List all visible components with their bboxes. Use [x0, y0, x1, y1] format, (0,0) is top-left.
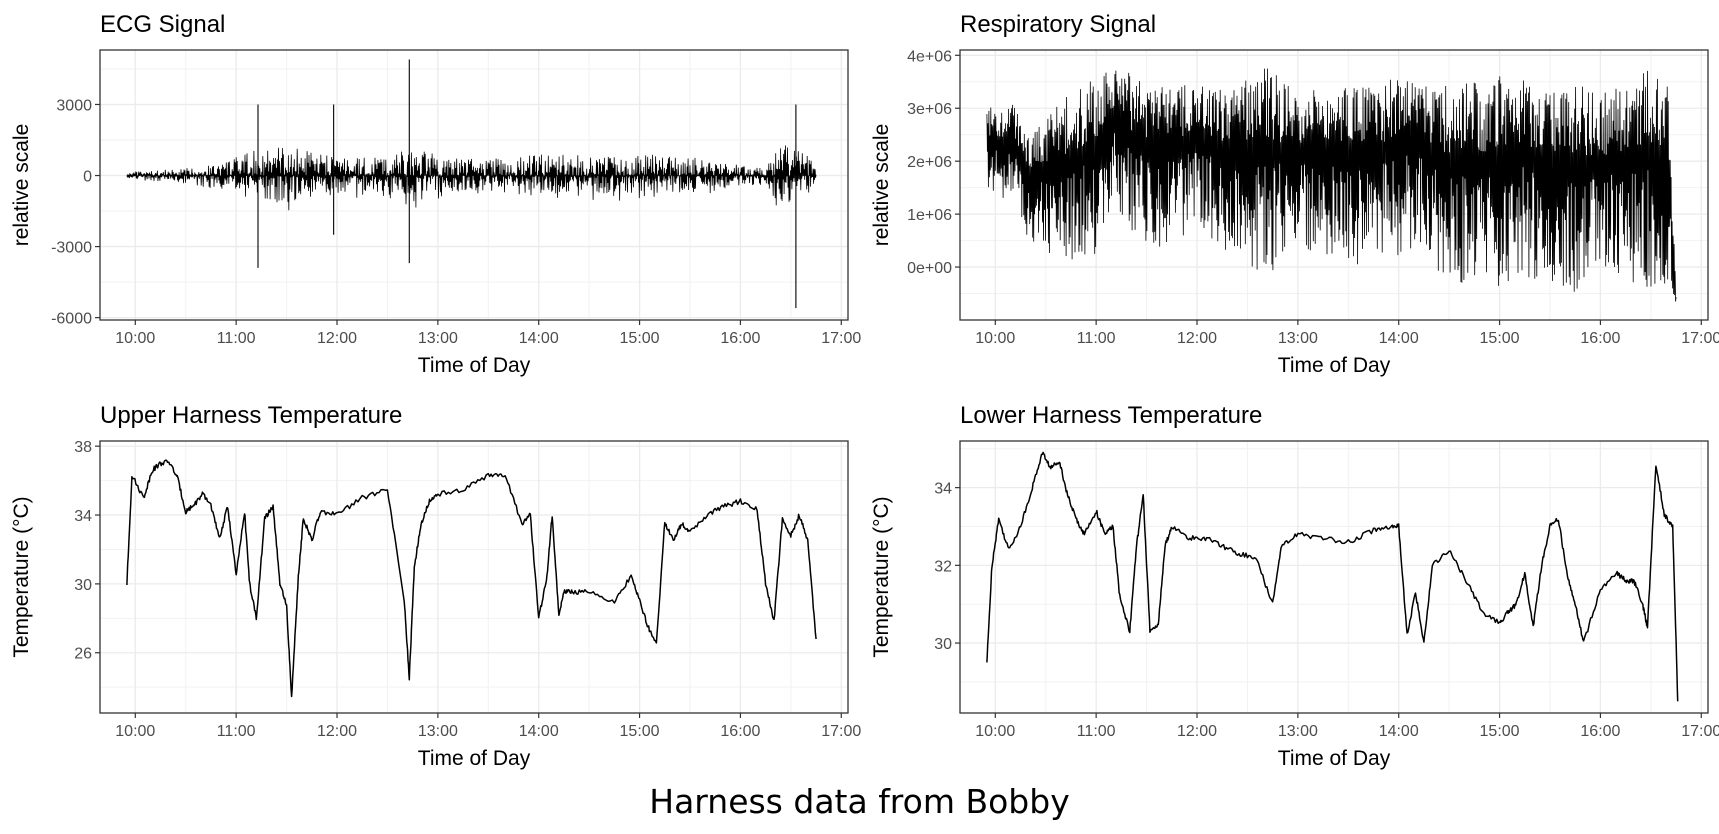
- y-tick-label: 34: [74, 508, 92, 525]
- x-axis-title: Time of Day: [418, 747, 531, 770]
- y-axis-title: Temperature (°C): [870, 496, 893, 657]
- y-axis-title: Temperature (°C): [10, 496, 33, 657]
- x-tick-label: 14:00: [1379, 330, 1419, 347]
- x-tick-label: 15:00: [1480, 330, 1520, 347]
- series-group: [986, 68, 1677, 302]
- x-axis-title: Time of Day: [1278, 747, 1391, 770]
- x-tick-label: 17:00: [821, 723, 861, 740]
- y-tick-label: 0e+00: [907, 260, 952, 277]
- panel-border: [959, 49, 1709, 321]
- chart-panel: 10:00 11:00 12:00 13:00 14:00 15:00 16:00 17:00…: [10, 11, 861, 377]
- y-tick-label: 4e+06: [907, 48, 952, 65]
- x-tick-label: 16:00: [720, 723, 760, 740]
- figure-caption: Harness data from Bobby: [649, 782, 1070, 821]
- panel-border: [99, 440, 849, 714]
- chart-panel: 10:00 11:00 12:00 13:00 14:00 15:00 16:00 17:00…: [870, 11, 1719, 377]
- y-tick-label: 34: [934, 481, 952, 498]
- y-tick-label: 32: [934, 558, 952, 575]
- y-tick-label: 30: [934, 636, 952, 653]
- y-tick-label: 3000: [56, 97, 92, 114]
- x-tick-label: 11:00: [217, 723, 256, 740]
- x-tick-label: 13:00: [1278, 723, 1318, 740]
- chart-panel: 10:00 11:00 12:00 13:00 14:00 15:00 16:00 17:00…: [10, 402, 861, 770]
- series-line: [126, 459, 817, 698]
- x-tick-label: 11:00: [217, 330, 256, 347]
- x-tick-label: 10:00: [115, 330, 155, 347]
- x-tick-label: 17:00: [1681, 330, 1719, 347]
- y-tick-label: 0: [83, 169, 92, 186]
- x-tick-label: 10:00: [975, 330, 1015, 347]
- x-tick-label: 12:00: [317, 330, 357, 347]
- y-tick-label: 3e+06: [907, 101, 952, 118]
- y-tick-label: 30: [74, 577, 92, 594]
- x-tick-label: 12:00: [1177, 723, 1217, 740]
- x-tick-label: 14:00: [519, 330, 559, 347]
- x-tick-label: 15:00: [620, 723, 660, 740]
- x-tick-label: 10:00: [975, 723, 1015, 740]
- y-tick-label: 26: [74, 646, 92, 663]
- chart-title: Upper Harness Temperature: [100, 402, 402, 429]
- x-tick-label: 11:00: [1077, 723, 1116, 740]
- y-tick-label: -3000: [51, 240, 92, 257]
- x-tick-label: 17:00: [1681, 723, 1719, 740]
- x-tick-label: 14:00: [1379, 723, 1419, 740]
- x-tick-label: 14:00: [519, 723, 559, 740]
- y-tick-label: 1e+06: [907, 207, 952, 224]
- series-group: [126, 459, 817, 698]
- x-tick-label: 13:00: [418, 330, 458, 347]
- y-tick-label: -6000: [51, 311, 92, 328]
- series-line: [986, 451, 1679, 702]
- x-tick-label: 10:00: [115, 723, 155, 740]
- x-tick-label: 13:00: [418, 723, 458, 740]
- x-tick-label: 16:00: [720, 330, 760, 347]
- series-group: [126, 59, 817, 309]
- x-tick-label: 11:00: [1077, 330, 1116, 347]
- x-tick-label: 15:00: [1480, 723, 1520, 740]
- y-tick-label: 38: [74, 439, 92, 456]
- panel-border: [959, 440, 1709, 714]
- x-tick-label: 15:00: [620, 330, 660, 347]
- x-tick-label: 12:00: [1177, 330, 1217, 347]
- chart-title: Lower Harness Temperature: [960, 402, 1262, 429]
- chart-panel: 10:00 11:00 12:00 13:00 14:00 15:00 16:00 17:00…: [870, 402, 1719, 770]
- y-axis-title: relative scale: [10, 124, 33, 247]
- series-line: [126, 145, 817, 211]
- x-tick-label: 16:00: [1580, 330, 1620, 347]
- y-tick-label: 2e+06: [907, 154, 952, 171]
- x-axis-title: Time of Day: [418, 354, 531, 377]
- chart-title: Respiratory Signal: [960, 11, 1156, 38]
- x-tick-label: 16:00: [1580, 723, 1620, 740]
- x-axis-title: Time of Day: [1278, 354, 1391, 377]
- panel-border: [99, 49, 849, 321]
- x-tick-label: 17:00: [821, 330, 861, 347]
- series-line: [986, 68, 1677, 302]
- y-axis-title: relative scale: [870, 124, 893, 247]
- chart-title: ECG Signal: [100, 11, 225, 38]
- series-group: [986, 451, 1679, 702]
- x-tick-label: 12:00: [317, 723, 357, 740]
- x-tick-label: 13:00: [1278, 330, 1318, 347]
